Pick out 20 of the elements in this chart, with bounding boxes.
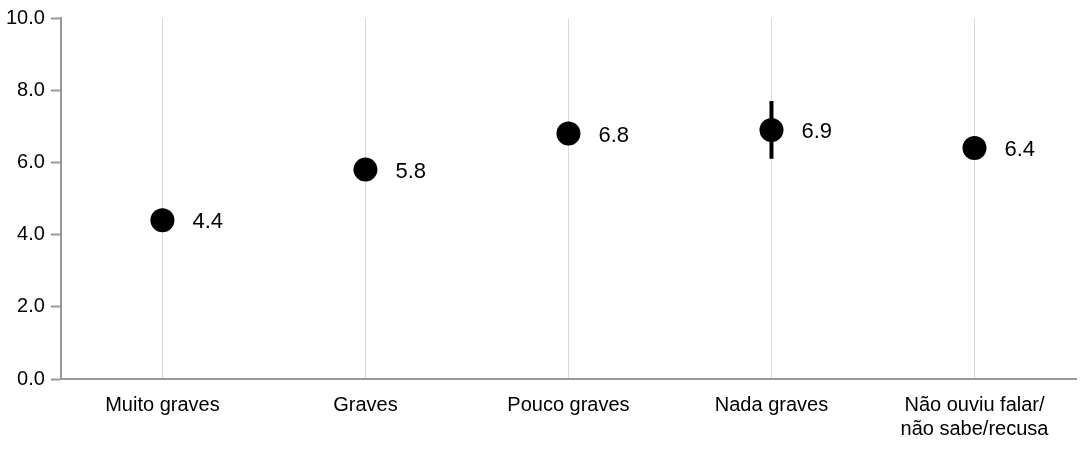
- point: [150, 208, 175, 233]
- x-tick-label: Pouco graves: [507, 392, 630, 415]
- data-label: 5.8: [395, 157, 427, 183]
- data-label: 6.8: [598, 121, 630, 147]
- y-tick-label: 8.0: [17, 77, 45, 100]
- x-tick-label: Graves: [333, 392, 398, 415]
- data-label: 6.4: [1004, 136, 1036, 162]
- y-tick-label: 2.0: [17, 294, 45, 317]
- x-tick-label: Não ouviu falar/não sabe/recusa: [900, 392, 1050, 439]
- x-tick-label: Muito graves: [105, 392, 220, 415]
- x-tick-label: Nada graves: [714, 392, 829, 415]
- point: [962, 135, 987, 160]
- y-tick-label: 0.0: [17, 366, 45, 389]
- point: [556, 121, 581, 146]
- point: [353, 157, 378, 182]
- y-tick-label: 6.0: [17, 149, 45, 172]
- data-label: 4.4: [192, 208, 224, 234]
- data-label: 6.9: [801, 117, 833, 143]
- y-tick-label: 4.0: [17, 222, 45, 245]
- y-tick-label: 10.0: [5, 5, 45, 28]
